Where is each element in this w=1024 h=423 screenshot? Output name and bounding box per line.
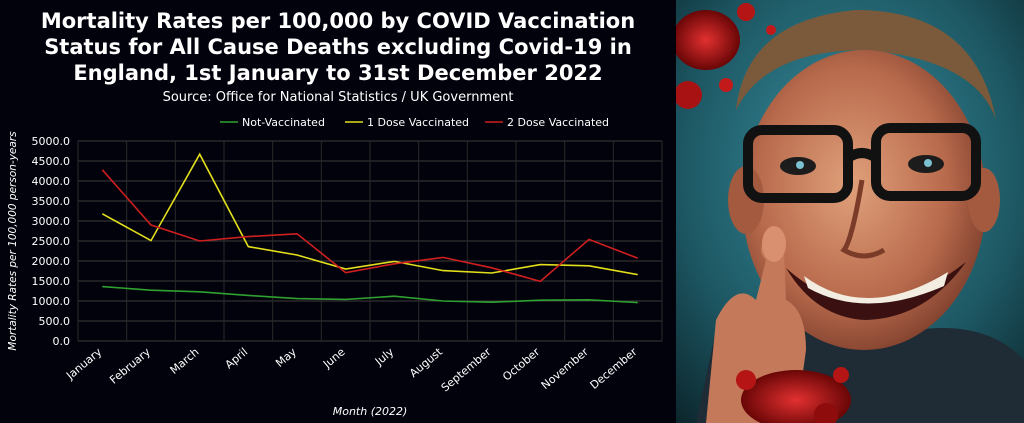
- y-tick-label: 4000.0: [32, 175, 71, 188]
- series-line: [101, 152, 638, 276]
- legend-label: 2 Dose Vaccinated: [507, 116, 609, 129]
- portrait-photo: [676, 0, 1024, 423]
- x-tick-label: November: [539, 345, 592, 392]
- x-tick-label: January: [63, 345, 104, 383]
- portrait-illustration: [676, 0, 1024, 423]
- line-chart: 0.0 500.0 1000.0 1500.0 2000.0 2500.0 3000.0 35…: [7, 116, 663, 418]
- x-tick-label: June: [320, 345, 348, 371]
- y-tick-label: 3000.0: [32, 215, 71, 228]
- x-axis-title: Month (2022): [333, 405, 408, 418]
- x-tick-label: August: [407, 345, 445, 380]
- series-line: [101, 169, 638, 283]
- chart-panel: Mortality Rates per 100,000 by COVID Vac…: [0, 0, 676, 423]
- chart-subtitle: Source: Office for National Statistics /…: [162, 90, 514, 105]
- y-tick-label: 3500.0: [32, 195, 71, 208]
- x-tick-label: October: [500, 345, 542, 384]
- y-tick-label: 500.0: [39, 315, 71, 328]
- y-tick-label: 1000.0: [32, 295, 71, 308]
- x-tick-label: April: [223, 345, 251, 371]
- x-tick-label: May: [273, 345, 299, 370]
- chart-title-line-3: England, 1st January to 31st December 20…: [73, 61, 603, 85]
- chart-title-line-2: Status for All Cause Deaths excluding Co…: [44, 35, 632, 59]
- y-tick-label: 4500.0: [32, 155, 71, 168]
- series-line: [102, 285, 638, 304]
- legend-label: Not-Vaccinated: [242, 116, 325, 129]
- chart-title-line-1: Mortality Rates per 100,000 by COVID Vac…: [40, 9, 636, 33]
- blood-splatter-bottom: [736, 367, 851, 423]
- y-tick-label: 1500.0: [32, 275, 71, 288]
- x-tick-label: September: [439, 345, 494, 394]
- y-tick-label: 2000.0: [32, 255, 71, 268]
- x-tick-label: March: [168, 345, 202, 377]
- y-tick-label: 5000.0: [32, 135, 71, 148]
- glasses: [743, 123, 981, 203]
- x-tick-label: December: [588, 345, 640, 392]
- x-tick-label: July: [372, 345, 397, 369]
- y-axis-title: Mortality Rates per 100,000 person-years: [7, 131, 19, 351]
- blood-splatter-top: [676, 3, 776, 109]
- y-tick-label: 0.0: [53, 335, 71, 348]
- y-tick-label: 2500.0: [32, 235, 71, 248]
- legend-label: 1 Dose Vaccinated: [367, 116, 469, 129]
- x-tick-label: February: [107, 345, 153, 387]
